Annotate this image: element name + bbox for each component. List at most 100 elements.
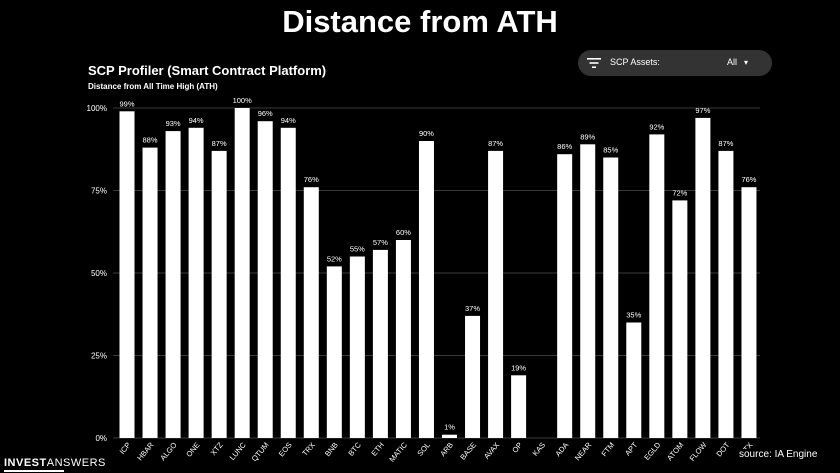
y-tick-label: 50%: [91, 269, 107, 278]
bar-arb[interactable]: [442, 434, 457, 438]
bar-algo[interactable]: [165, 131, 181, 438]
filter-icon: [587, 58, 601, 68]
bar-op[interactable]: [511, 375, 527, 438]
source-note: source: IA Engine: [735, 449, 822, 460]
data-label-op: 19%: [511, 363, 526, 372]
bar-dot[interactable]: [718, 150, 734, 438]
x-tick-label-matic: MATIC: [387, 440, 409, 464]
chevron-down-icon[interactable]: ▾: [744, 58, 749, 67]
data-label-apt: 35%: [626, 311, 641, 320]
bar-ftm[interactable]: [603, 157, 619, 439]
bar-atom[interactable]: [672, 200, 688, 438]
bar-trx[interactable]: [303, 187, 319, 438]
data-label-bnb: 52%: [327, 254, 342, 263]
data-label-base: 37%: [465, 304, 480, 313]
x-tick-label-atom: ATOM: [665, 441, 685, 463]
x-tick-label-algo: ALGO: [158, 440, 178, 462]
data-label-icp: 99%: [119, 99, 134, 108]
data-label-lunc: 100%: [233, 96, 253, 105]
x-tick-label-dot: DOT: [714, 440, 731, 458]
data-label-hbar: 88%: [143, 136, 158, 145]
x-tick-label-egld: EGLD: [642, 440, 662, 462]
x-tick-label-kas: KAS: [531, 441, 548, 458]
data-label-dot: 87%: [718, 139, 733, 148]
data-label-algo: 93%: [166, 119, 181, 128]
data-label-arb: 1%: [444, 423, 455, 432]
scp-assets-filter[interactable]: SCP Assets: All ▾: [578, 50, 772, 76]
brand-light: ANSWERS: [46, 457, 106, 469]
bar-stx[interactable]: [741, 187, 757, 438]
bar-bnb[interactable]: [326, 266, 342, 438]
data-label-eth: 57%: [373, 238, 388, 247]
y-tick-label: 25%: [91, 352, 107, 361]
x-tick-label-sol: SOL: [415, 441, 432, 458]
x-tick-label-ada: ADA: [553, 441, 570, 459]
bar-ada[interactable]: [557, 154, 573, 438]
bar-matic[interactable]: [395, 240, 411, 438]
x-tick-label-hbar: HBAR: [135, 440, 156, 462]
data-label-ada: 86%: [557, 142, 572, 151]
bar-one[interactable]: [188, 127, 204, 439]
bar-apt[interactable]: [626, 322, 642, 439]
x-tick-label-trx: TRX: [300, 441, 317, 458]
x-tick-label-near: NEAR: [573, 440, 594, 462]
x-tick-label-bnb: BNB: [323, 441, 340, 459]
chart-subtitle: Distance from All Time High (ATH): [88, 82, 218, 91]
bar-flow[interactable]: [695, 117, 711, 439]
x-tick-label-base: BASE: [458, 441, 478, 462]
data-label-qtum: 96%: [258, 109, 273, 118]
y-tick-label: 0%: [95, 434, 107, 443]
data-label-flow: 97%: [695, 106, 710, 115]
data-label-sol: 90%: [419, 129, 434, 138]
bar-sol[interactable]: [418, 141, 434, 438]
brand-logo: INVESTANSWERS: [4, 457, 106, 472]
bar-eth[interactable]: [372, 249, 388, 438]
data-label-xtz: 87%: [212, 139, 227, 148]
data-label-matic: 60%: [396, 228, 411, 237]
data-label-btc: 55%: [350, 245, 365, 254]
filter-value[interactable]: All: [727, 57, 738, 67]
bar-lunc[interactable]: [234, 108, 250, 438]
x-tick-label-eth: ETH: [369, 441, 386, 458]
bar-eos[interactable]: [280, 127, 296, 439]
data-label-one: 94%: [189, 116, 204, 125]
x-tick-label-avax: AVAX: [482, 441, 501, 461]
bar-base[interactable]: [465, 315, 481, 438]
x-tick-label-qtum: QTUM: [250, 441, 271, 464]
x-tick-label-lunc: LUNC: [228, 440, 248, 462]
brand-bold: INVEST: [4, 457, 47, 469]
x-tick-label-xtz: XTZ: [209, 440, 225, 457]
brand-underline: [4, 470, 64, 472]
x-tick-label-apt: APT: [623, 440, 640, 457]
bar-btc[interactable]: [349, 256, 365, 439]
x-tick-label-ftm: FTM: [599, 441, 616, 459]
data-label-atom: 72%: [672, 188, 687, 197]
filter-label: SCP Assets:: [610, 57, 660, 67]
data-label-ftm: 85%: [603, 146, 618, 155]
x-tick-label-one: ONE: [184, 441, 201, 459]
bar-xtz[interactable]: [211, 150, 227, 438]
data-label-near: 89%: [580, 132, 595, 141]
bar-icp[interactable]: [119, 111, 135, 439]
y-tick-label: 100%: [87, 104, 107, 113]
x-tick-label-op: OP: [510, 441, 524, 455]
bar-avax[interactable]: [488, 150, 504, 438]
bar-near[interactable]: [580, 144, 596, 439]
x-tick-label-eos: EOS: [277, 441, 294, 459]
x-tick-label-arb: ARB: [438, 441, 455, 459]
bar-egld[interactable]: [649, 134, 665, 438]
data-label-trx: 76%: [304, 175, 319, 184]
data-label-eos: 94%: [281, 116, 296, 125]
bar-qtum[interactable]: [257, 121, 273, 438]
x-tick-label-btc: BTC: [346, 440, 363, 458]
y-tick-label: 75%: [91, 187, 107, 196]
chart-title: SCP Profiler (Smart Contract Platform): [88, 63, 327, 78]
x-tick-label-flow: FLOW: [688, 440, 709, 463]
bar-hbar[interactable]: [142, 147, 158, 438]
data-label-stx: 76%: [741, 175, 756, 184]
data-label-avax: 87%: [488, 139, 503, 148]
main-title: Distance from ATH: [282, 4, 558, 39]
data-label-egld: 92%: [649, 122, 664, 131]
x-tick-label-icp: ICP: [118, 441, 133, 456]
